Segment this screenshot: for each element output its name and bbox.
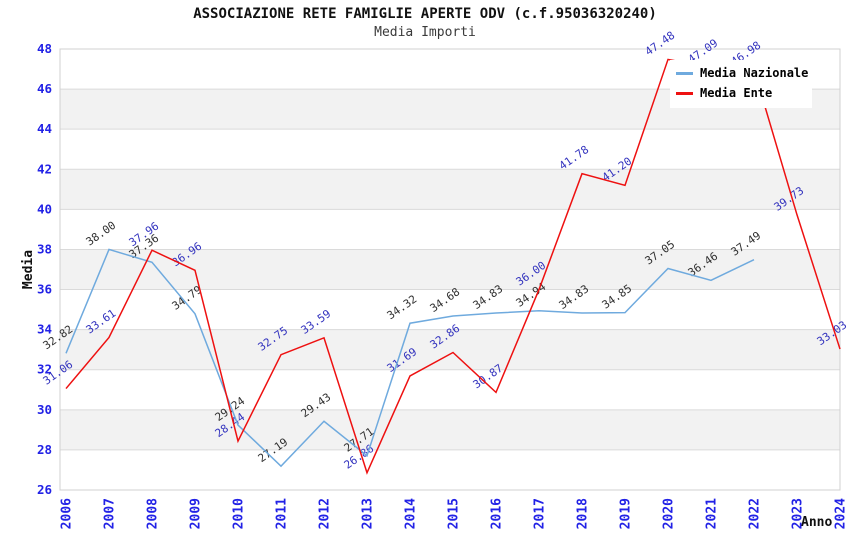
y-tick-label: 38 [37, 241, 52, 256]
media-ente-line-swatch [676, 91, 693, 95]
legend-item-media-ente: Media Ente [676, 83, 810, 103]
x-tick-label: 2012 [318, 498, 333, 529]
chart-subtitle: Media Importi [374, 25, 476, 40]
legend: Media Nazionale Media Ente [670, 60, 812, 108]
legend-item-media-nazionale: Media Nazionale [676, 63, 810, 83]
chart-title: ASSOCIAZIONE RETE FAMIGLIE APERTE ODV (c… [193, 6, 657, 22]
y-tick-label: 46 [37, 81, 52, 96]
plot-band [60, 449, 840, 490]
plot-band [60, 329, 840, 370]
y-tick-label: 48 [37, 41, 52, 56]
y-tick-label: 34 [37, 322, 52, 337]
media-nazionale-line-swatch [676, 71, 693, 75]
plot-band [60, 129, 840, 170]
legend-label-media-ente: Media Ente [700, 86, 773, 100]
plot-band [60, 249, 840, 290]
x-tick-label: 2022 [748, 498, 763, 529]
y-tick-label: 40 [37, 201, 52, 216]
x-tick-label: 2011 [275, 498, 290, 529]
x-tick-label: 2010 [232, 498, 247, 529]
y-tick-label: 32 [37, 362, 52, 377]
plot-border [59, 48, 841, 491]
plot-band [60, 209, 840, 250]
x-tick-label: 2014 [404, 498, 419, 529]
y-tick-label: 28 [37, 442, 52, 457]
y-tick-label: 42 [37, 161, 52, 176]
y-tick-label: 44 [37, 121, 52, 136]
x-tick-label: 2016 [490, 498, 505, 529]
series-line-media-nazionale [65, 248, 755, 468]
x-tick-label: 2015 [447, 498, 462, 529]
x-tick-label: 2018 [576, 498, 591, 529]
x-axis-title: Anno [801, 515, 833, 530]
x-tick-label: 2007 [103, 498, 118, 529]
y-tick-label: 30 [37, 402, 52, 417]
x-tick-label: 2021 [705, 498, 720, 529]
legend-label-media-nazionale: Media Nazionale [700, 66, 809, 80]
x-tick-label: 2006 [60, 498, 75, 529]
y-tick-label: 36 [37, 282, 52, 297]
plot-band [60, 289, 840, 330]
x-tick-label: 2008 [146, 498, 161, 529]
x-tick-label: 2020 [662, 498, 677, 529]
x-tick-label: 2024 [834, 498, 849, 529]
plot-band [60, 369, 840, 410]
x-tick-label: 2009 [189, 498, 204, 529]
x-tick-label: 2019 [619, 498, 634, 529]
x-tick-label: 2023 [791, 498, 806, 529]
y-tick-label: 26 [37, 482, 52, 497]
plot-band [60, 169, 840, 210]
x-tick-label: 2013 [361, 498, 376, 529]
x-tick-label: 2017 [533, 498, 548, 529]
plot-band [60, 409, 840, 450]
